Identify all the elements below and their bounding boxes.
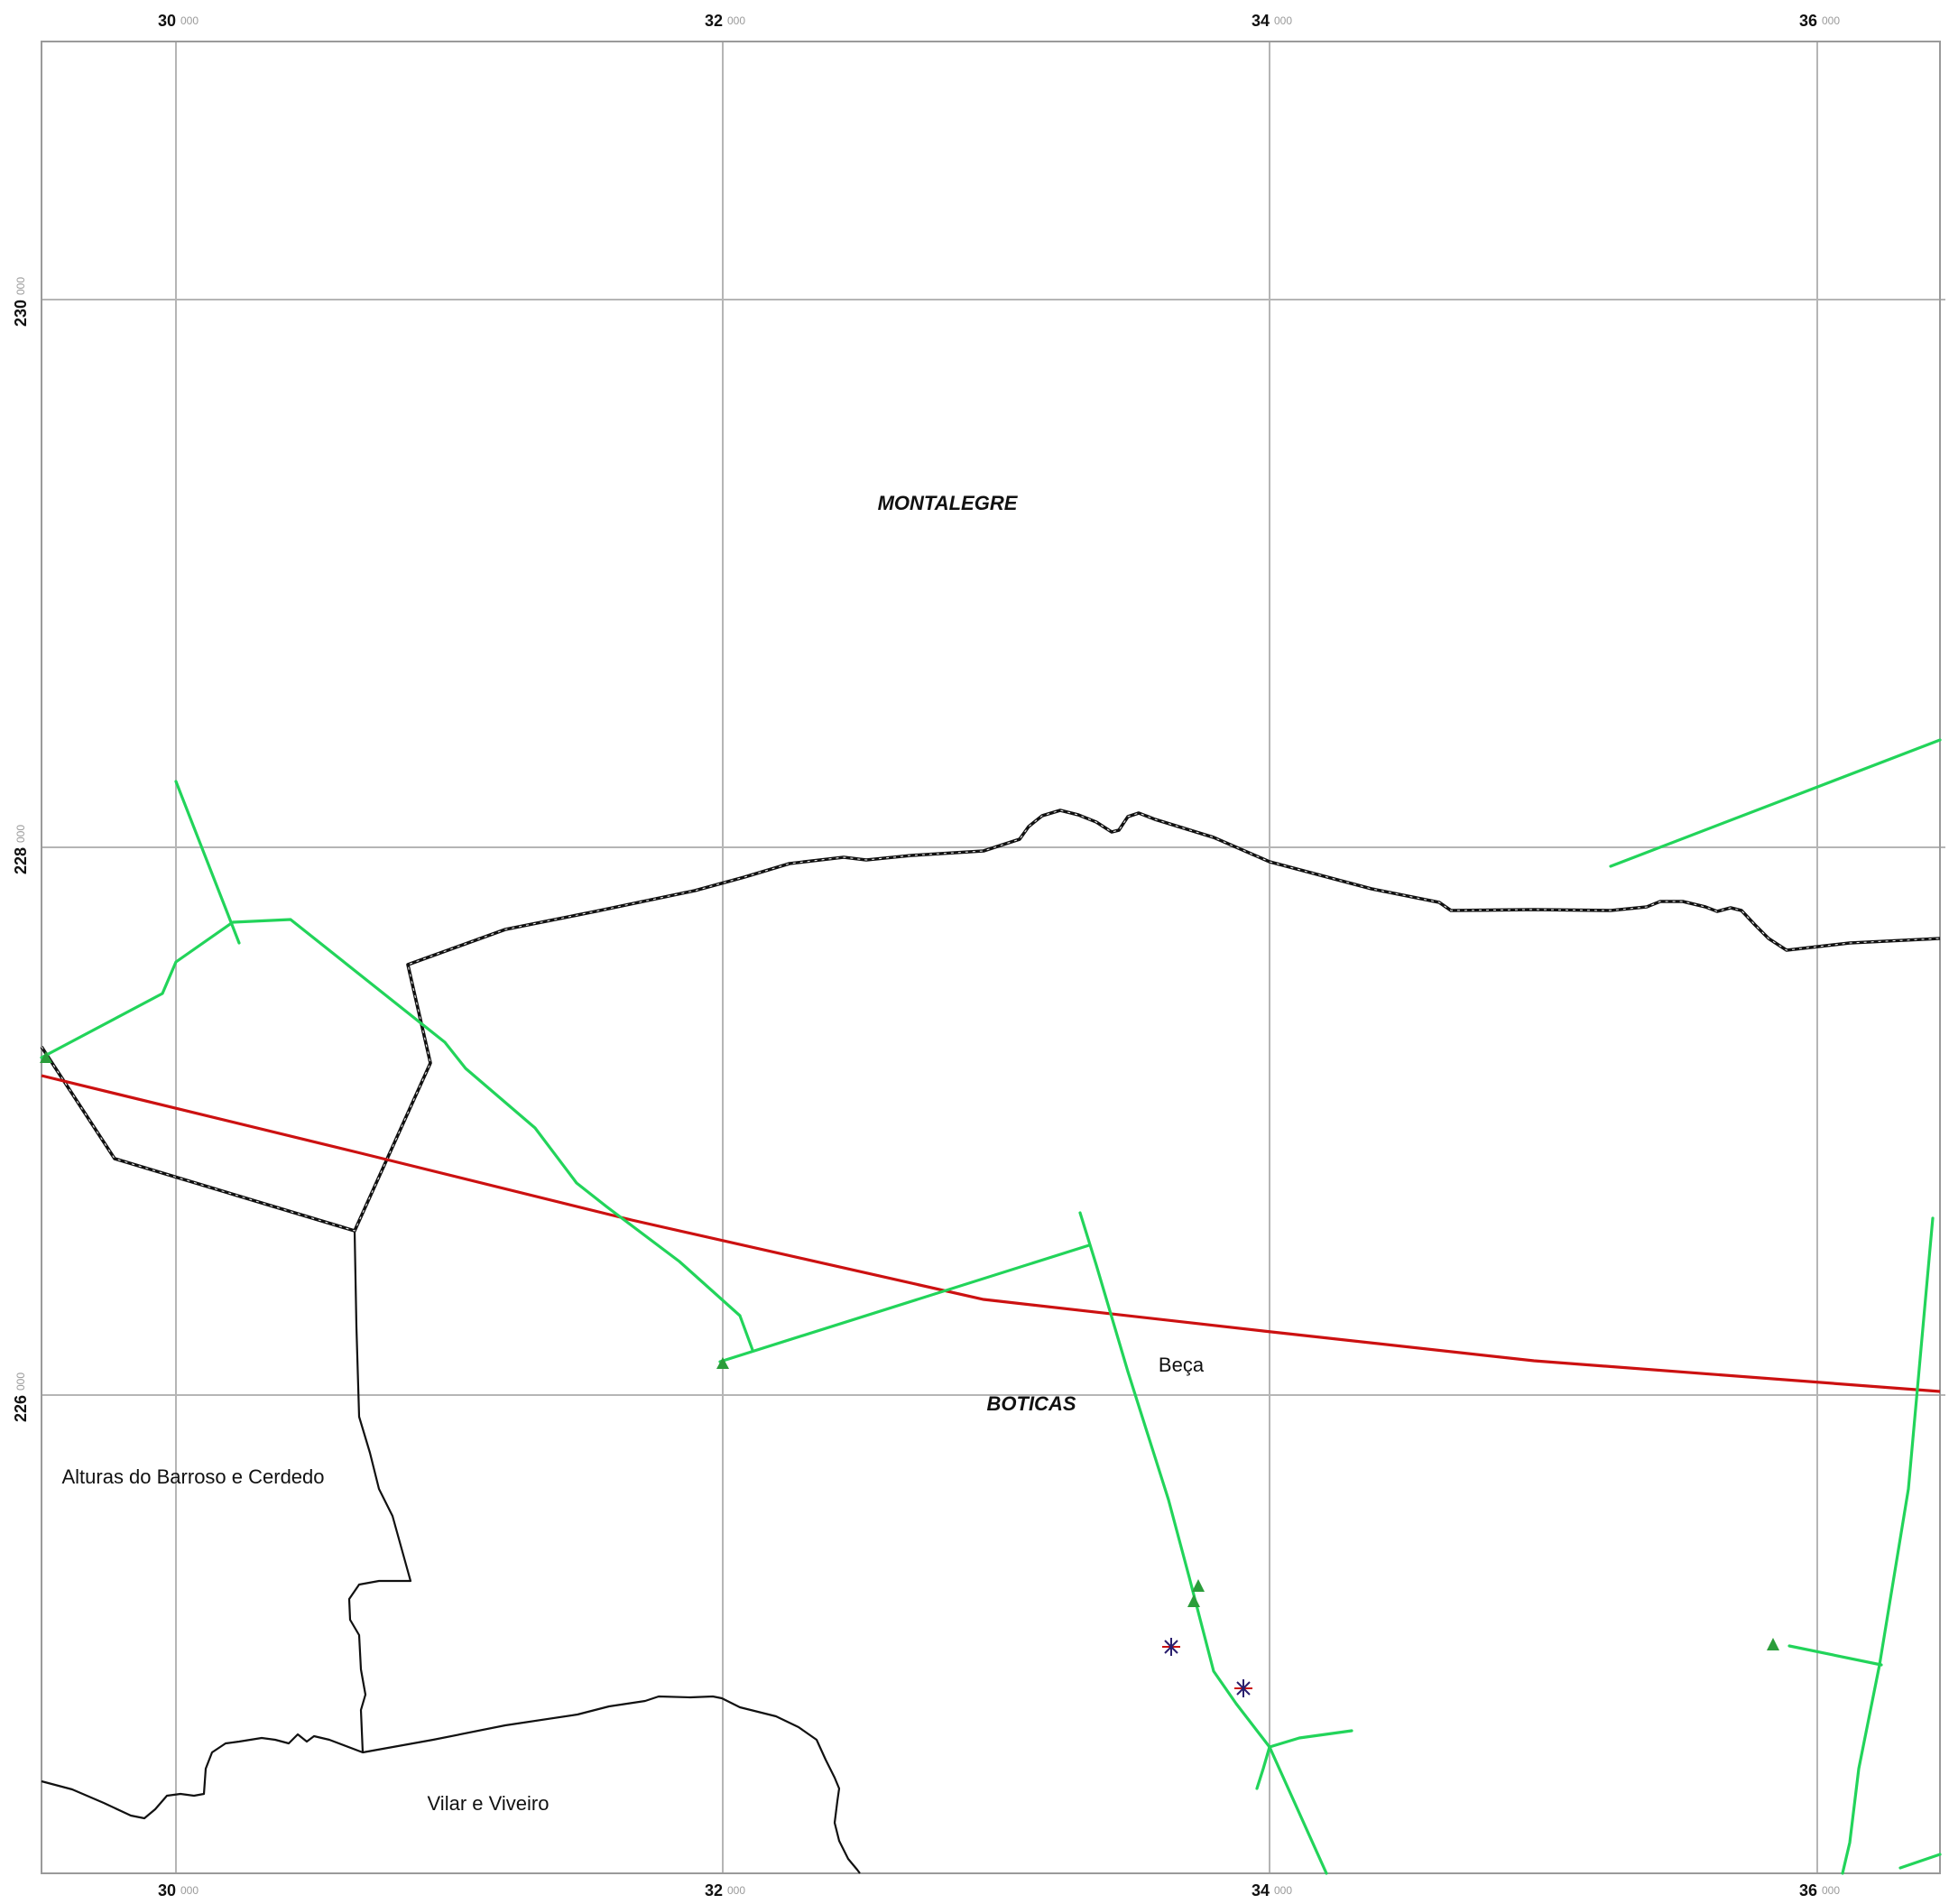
tick-top-36-minor: 000 — [1822, 14, 1840, 27]
tick-top-30-minor: 000 — [180, 14, 199, 27]
tick-bottom-34-major: 34 — [1252, 1881, 1270, 1899]
svg-text:230: 230 — [12, 300, 30, 327]
svg-text:226: 226 — [12, 1395, 30, 1422]
svg-text:000: 000 — [727, 1884, 745, 1897]
bottom-tick-labels: 30 000 32 000 34 000 36 000 — [158, 1881, 1840, 1899]
municipal-border-dash — [41, 809, 1941, 1232]
label-montalegre: MONTALEGRE — [878, 492, 1019, 514]
triangle-marker[interactable] — [716, 1357, 729, 1369]
green-line-10 — [1898, 1853, 1942, 1870]
tick-bottom-36-major: 36 — [1799, 1881, 1817, 1899]
svg-text:000: 000 — [727, 14, 745, 27]
tick-top-32-minor: 000 — [727, 14, 745, 27]
svg-text:30: 30 — [158, 1881, 176, 1899]
green-line-8 — [1841, 1216, 1935, 1875]
parish-border-lower — [41, 1695, 861, 1874]
parish-border-vertical — [347, 1230, 412, 1753]
green-line-7 — [1609, 738, 1942, 868]
svg-text:30: 30 — [158, 12, 176, 30]
triangle-marker[interactable] — [1767, 1638, 1779, 1650]
tick-bottom-32-minor: 000 — [727, 1884, 745, 1897]
svg-text:228: 228 — [12, 847, 30, 874]
triangle-markers — [40, 1051, 1779, 1650]
svg-text:000: 000 — [14, 1373, 27, 1391]
asterisk-markers — [1162, 1638, 1252, 1697]
tick-bottom-30-minor: 000 — [180, 1884, 199, 1897]
svg-text:BOTICAS: BOTICAS — [987, 1392, 1076, 1415]
tick-left-226-major: 226 — [12, 1395, 30, 1422]
svg-text:36: 36 — [1799, 1881, 1817, 1899]
green-line-4 — [1078, 1211, 1328, 1875]
svg-text:36: 36 — [1799, 12, 1817, 30]
green-line-5 — [1268, 1729, 1353, 1749]
left-tick-labels: 230 000 228 000 226 000 — [12, 277, 30, 1422]
triangle-marker[interactable] — [1187, 1594, 1200, 1607]
svg-text:000: 000 — [180, 14, 199, 27]
svg-text:32: 32 — [705, 1881, 723, 1899]
green-lines — [40, 738, 1942, 1875]
asterisk-marker[interactable] — [1234, 1679, 1252, 1697]
svg-text:34: 34 — [1252, 1881, 1270, 1899]
municipal-border-main — [40, 809, 1941, 1233]
green-line-2 — [174, 780, 241, 945]
svg-text:000: 000 — [180, 1884, 199, 1897]
tick-top-34-minor: 000 — [1274, 14, 1292, 27]
green-line-1 — [40, 918, 754, 1352]
svg-text:000: 000 — [1274, 1884, 1292, 1897]
tick-bottom-34-minor: 000 — [1274, 1884, 1292, 1897]
svg-text:32: 32 — [705, 12, 723, 30]
svg-text:34: 34 — [1252, 12, 1270, 30]
asterisk-marker[interactable] — [1162, 1638, 1180, 1656]
svg-text:000: 000 — [14, 277, 27, 295]
label-alturas-do-barroso: Alturas do Barroso e Cerdedo — [61, 1465, 324, 1488]
parish-borders — [41, 1230, 861, 1874]
place-labels: MONTALEGRE BOTICAS Beça Alturas do Barro… — [61, 492, 1204, 1815]
red-route-line — [41, 1074, 1941, 1393]
map-frame — [41, 41, 1941, 1874]
svg-text:000: 000 — [1274, 14, 1292, 27]
top-tick-labels: 30 000 32 000 34 000 36 000 — [158, 12, 1840, 30]
svg-text:Beça: Beça — [1159, 1354, 1205, 1376]
triangle-marker[interactable] — [1192, 1579, 1205, 1592]
tick-top-36-major: 36 — [1799, 12, 1817, 30]
tick-left-230-minor: 000 — [14, 277, 27, 295]
tick-top-32-major: 32 — [705, 12, 723, 30]
tick-left-226-minor: 000 — [14, 1373, 27, 1391]
svg-text:Alturas do Barroso e Cerdedo: Alturas do Barroso e Cerdedo — [61, 1465, 324, 1488]
tick-bottom-30-major: 30 — [158, 1881, 176, 1899]
svg-text:000: 000 — [14, 825, 27, 843]
tick-left-228-minor: 000 — [14, 825, 27, 843]
label-vilar-e-viveiro: Vilar e Viveiro — [428, 1792, 550, 1815]
tick-top-34-major: 34 — [1252, 12, 1270, 30]
tick-bottom-36-minor: 000 — [1822, 1884, 1840, 1897]
svg-text:000: 000 — [1822, 1884, 1840, 1897]
green-line-9 — [1787, 1644, 1883, 1667]
label-beca: Beça — [1159, 1354, 1205, 1376]
tick-bottom-32-major: 32 — [705, 1881, 723, 1899]
tick-left-230-major: 230 — [12, 300, 30, 327]
tick-top-30-major: 30 — [158, 12, 176, 30]
green-line-3 — [718, 1243, 1091, 1363]
label-boticas: BOTICAS — [987, 1392, 1076, 1415]
grid-lines — [42, 42, 1945, 1873]
green-line-6 — [1255, 1745, 1271, 1790]
svg-text:000: 000 — [1822, 14, 1840, 27]
municipal-border — [40, 809, 1941, 1233]
svg-text:Vilar e Viveiro: Vilar e Viveiro — [428, 1792, 550, 1815]
triangle-marker[interactable] — [40, 1051, 52, 1063]
tick-left-228-major: 228 — [12, 847, 30, 874]
svg-text:MONTALEGRE: MONTALEGRE — [878, 492, 1019, 514]
